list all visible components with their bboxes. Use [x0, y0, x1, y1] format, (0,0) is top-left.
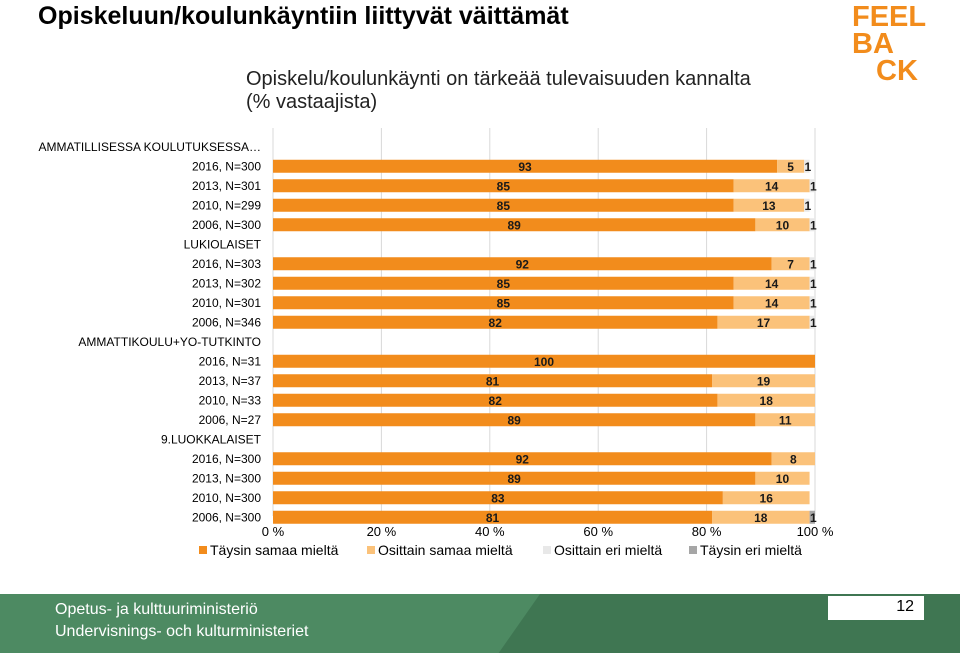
group-label: LUKIOLAISET: [184, 237, 262, 251]
category-label: 2016, N=300: [192, 159, 261, 173]
data-label: 1: [810, 277, 817, 291]
x-tick-label: 100 %: [797, 524, 834, 539]
data-label: 100: [534, 355, 554, 369]
data-label: 82: [489, 394, 503, 408]
data-label: 16: [760, 491, 774, 505]
legend-swatch: [199, 546, 207, 554]
data-label: 19: [757, 374, 771, 388]
x-tick-label: 80 %: [692, 524, 722, 539]
footer-banner: Opetus- ja kulttuuriministeriö Undervisn…: [0, 594, 960, 653]
data-label: 8: [790, 452, 797, 466]
x-tick-label: 20 %: [367, 524, 397, 539]
data-label: 1: [810, 257, 817, 271]
data-label: 1: [810, 218, 817, 232]
legend-label: Osittain eri mieltä: [554, 542, 662, 558]
ministry-name-sv: Undervisnings- och kulturministeriet: [55, 621, 308, 643]
data-label: 10: [776, 218, 790, 232]
ministry-name: Opetus- ja kulttuuriministeriö Undervisn…: [55, 599, 308, 643]
category-label: 2016, N=300: [192, 452, 261, 466]
data-label: 92: [516, 257, 530, 271]
category-label: 2010, N=301: [192, 296, 261, 310]
category-label: 2010, N=33: [199, 393, 262, 407]
data-label: 14: [765, 179, 779, 193]
page-number-box: 12: [828, 596, 924, 620]
ministry-name-fi: Opetus- ja kulttuuriministeriö: [55, 599, 308, 621]
category-label: 2010, N=300: [192, 491, 261, 505]
data-label: 1: [805, 199, 812, 213]
data-label: 11: [779, 413, 792, 427]
data-label: 85: [497, 179, 511, 193]
data-label: 92: [516, 452, 530, 466]
legend-swatch: [689, 546, 697, 554]
data-label: 85: [497, 277, 511, 291]
category-label: 2006, N=300: [192, 510, 261, 524]
data-label: 93: [518, 160, 532, 174]
legend-swatch: [367, 546, 375, 554]
x-tick-label: 40 %: [475, 524, 505, 539]
data-label: 85: [497, 199, 511, 213]
data-label: 82: [489, 316, 503, 330]
data-label: 81: [486, 374, 500, 388]
data-label: 89: [508, 413, 522, 427]
category-label: 2016, N=303: [192, 257, 261, 271]
data-label: 10: [776, 472, 790, 486]
legend-swatch: [543, 546, 551, 554]
data-label: 81: [486, 511, 500, 525]
data-label: 1: [810, 179, 817, 193]
data-label: 89: [508, 218, 522, 232]
category-label: 2016, N=31: [199, 354, 262, 368]
group-label: 9.LUOKKALAISET: [161, 432, 262, 446]
category-label: 2013, N=302: [192, 276, 261, 290]
data-label: 5: [787, 160, 794, 174]
stacked-bar-chart: 0 % 20 % 40 % 60 % 80 % 100 % AMMATILLISESSA K…: [0, 0, 960, 594]
x-tick-label: 60 %: [583, 524, 613, 539]
data-label: 14: [765, 277, 779, 291]
legend-label: Osittain samaa mieltä: [378, 542, 513, 558]
page-number: 12: [896, 598, 914, 616]
category-label: 2006, N=346: [192, 315, 261, 329]
category-label: 2010, N=299: [192, 198, 261, 212]
group-label: AMMATTIKOULU+YO-TUTKINTO: [78, 335, 261, 349]
data-label: 13: [762, 199, 776, 213]
legend-label: Täysin samaa mieltä: [210, 542, 339, 558]
category-label: 2013, N=37: [199, 374, 262, 388]
data-label: 89: [508, 472, 522, 486]
data-label: 17: [757, 316, 771, 330]
x-tick-label: 0 %: [262, 524, 285, 539]
data-label: 18: [754, 511, 768, 525]
data-label: 83: [491, 491, 505, 505]
group-label: AMMATILLISESSA KOULUTUKSESSA…: [38, 140, 261, 154]
category-label: 2013, N=301: [192, 179, 261, 193]
data-label: 7: [787, 257, 794, 271]
data-label: 1: [810, 511, 817, 525]
category-label: 2006, N=27: [199, 413, 262, 427]
category-label: 2006, N=300: [192, 218, 261, 232]
data-label: 85: [497, 296, 511, 310]
data-label: 14: [765, 296, 779, 310]
legend-label: Täysin eri mieltä: [700, 542, 802, 558]
data-label: 1: [805, 160, 812, 174]
category-label: 2013, N=300: [192, 471, 261, 485]
data-label: 1: [810, 316, 817, 330]
data-label: 1: [810, 296, 817, 310]
data-label: 18: [760, 394, 774, 408]
